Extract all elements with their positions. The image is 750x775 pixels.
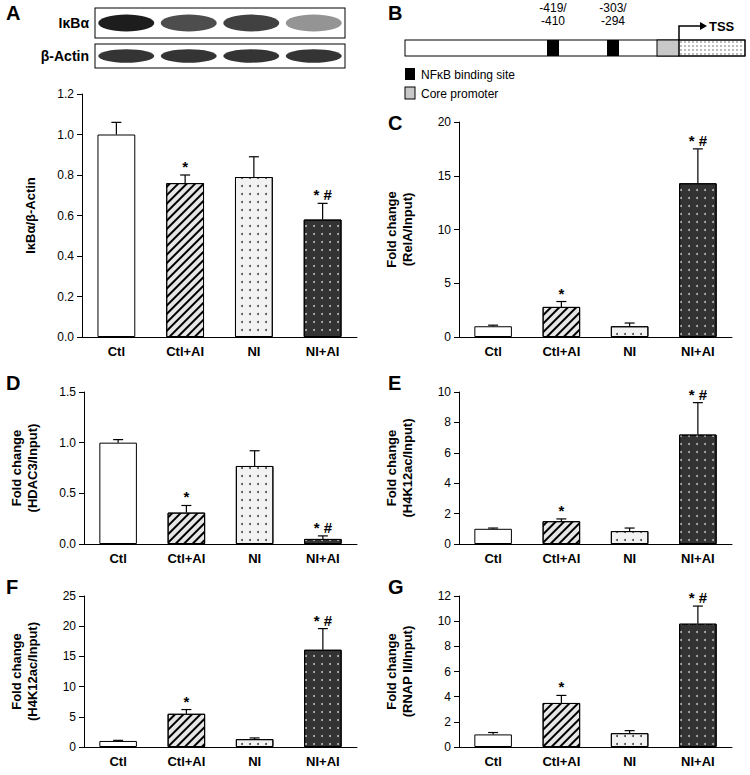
svg-text:Ctl: Ctl: [109, 754, 126, 769]
svg-text:NI: NI: [623, 551, 636, 566]
svg-text:Fold change: Fold change: [384, 191, 399, 268]
html-text:B: B: [388, 2, 403, 24]
svg-text:NI: NI: [248, 551, 261, 566]
svg-text:0: 0: [444, 537, 451, 551]
svg-text:5: 5: [69, 710, 76, 724]
svg-text:10: 10: [63, 680, 77, 694]
svg-text:Fold change: Fold change: [9, 633, 24, 710]
html-text:F: F: [6, 576, 19, 598]
svg-text:* #: * #: [314, 519, 333, 536]
svg-text:*: *: [558, 502, 564, 519]
svg-text:0.8: 0.8: [57, 168, 74, 182]
svg-text:* #: * #: [689, 386, 708, 403]
svg-text:6: 6: [444, 665, 451, 679]
svg-text:NI: NI: [623, 344, 636, 359]
svg-text:Fold change: Fold change: [9, 430, 24, 507]
svg-text:(H4K12ac/Input): (H4K12ac/Input): [25, 622, 40, 721]
svg-text:0.0: 0.0: [59, 537, 76, 551]
svg-text:NI+AI: NI+AI: [306, 344, 340, 359]
svg-text:NI: NI: [623, 754, 636, 769]
svg-text:10: 10: [438, 223, 452, 237]
svg-text:Ctl: Ctl: [484, 344, 501, 359]
svg-text:NI: NI: [248, 754, 261, 769]
svg-text:Ctl+AI: Ctl+AI: [166, 344, 204, 359]
svg-text:1.5: 1.5: [59, 385, 76, 399]
svg-text:*: *: [558, 285, 564, 302]
svg-text:Ctl: Ctl: [109, 551, 126, 566]
svg-text:* #: * #: [314, 612, 333, 629]
svg-text:0: 0: [444, 330, 451, 344]
svg-text:Ctl+AI: Ctl+AI: [542, 551, 580, 566]
svg-text:Ctl+AI: Ctl+AI: [542, 754, 580, 769]
svg-text:NFκB binding site: NFκB binding site: [421, 68, 515, 82]
svg-text:IκBα/β-Actin: IκBα/β-Actin: [23, 177, 38, 254]
svg-text:0: 0: [444, 740, 451, 754]
html-text:E: E: [388, 372, 402, 394]
svg-text:*: *: [183, 488, 189, 505]
svg-text:Ctl+AI: Ctl+AI: [542, 344, 580, 359]
svg-text:0.6: 0.6: [57, 209, 74, 223]
svg-text:NI+AI: NI+AI: [681, 344, 715, 359]
svg-text:0.5: 0.5: [59, 486, 76, 500]
svg-text:0.2: 0.2: [57, 290, 74, 304]
svg-text:Ctl: Ctl: [108, 344, 125, 359]
svg-text:NI+AI: NI+AI: [681, 551, 715, 566]
svg-text:4: 4: [444, 476, 451, 490]
svg-text:*: *: [183, 693, 189, 710]
svg-text:-410: -410: [541, 14, 565, 28]
svg-text:Core promoter: Core promoter: [421, 87, 498, 101]
svg-text:10: 10: [438, 385, 452, 399]
svg-text:6: 6: [444, 446, 451, 460]
svg-text:Ctl: Ctl: [484, 754, 501, 769]
svg-text:(HDAC3/Input): (HDAC3/Input): [25, 424, 40, 513]
svg-text:4: 4: [444, 690, 451, 704]
svg-text:* #: * #: [689, 132, 708, 149]
svg-text:-303/: -303/: [599, 1, 627, 15]
html-text:D: D: [6, 372, 21, 394]
svg-text:-419/: -419/: [539, 1, 567, 15]
svg-text:20: 20: [438, 115, 452, 129]
svg-text:* #: * #: [313, 186, 332, 203]
svg-text:(H4K12ac/Input): (H4K12ac/Input): [400, 419, 415, 518]
svg-text:(RelA/Input): (RelA/Input): [400, 193, 415, 267]
svg-text:5: 5: [444, 276, 451, 290]
html-text:C: C: [388, 112, 403, 134]
svg-text:12: 12: [438, 589, 452, 603]
svg-text:8: 8: [444, 639, 451, 653]
svg-text:8: 8: [444, 415, 451, 429]
svg-text:1.0: 1.0: [59, 436, 76, 450]
svg-text:β-Actin: β-Actin: [41, 48, 89, 64]
svg-text:Ctl: Ctl: [484, 551, 501, 566]
svg-text:1.0: 1.0: [57, 128, 74, 142]
svg-text:*: *: [182, 158, 188, 175]
svg-text:IκBα: IκBα: [59, 15, 90, 31]
svg-text:NI: NI: [247, 344, 260, 359]
svg-text:10: 10: [438, 614, 452, 628]
svg-text:NI+AI: NI+AI: [306, 754, 340, 769]
svg-text:NI+AI: NI+AI: [681, 754, 715, 769]
svg-text:TSS: TSS: [709, 19, 735, 34]
html-text:A: A: [6, 2, 21, 24]
svg-text:Ctl+AI: Ctl+AI: [167, 551, 205, 566]
svg-text:Fold change: Fold change: [384, 430, 399, 507]
svg-text:2: 2: [444, 715, 451, 729]
svg-text:0.0: 0.0: [57, 330, 74, 344]
svg-text:25: 25: [63, 589, 77, 603]
svg-text:20: 20: [63, 619, 77, 633]
svg-text:2: 2: [444, 507, 451, 521]
svg-text:1.2: 1.2: [57, 87, 74, 101]
svg-text:0.4: 0.4: [57, 249, 74, 263]
svg-text:15: 15: [63, 649, 77, 663]
svg-text:(RNAP II/Input): (RNAP II/Input): [400, 626, 415, 717]
svg-text:* #: * #: [689, 589, 708, 606]
svg-text:-294: -294: [601, 14, 625, 28]
svg-text:Ctl+AI: Ctl+AI: [167, 754, 205, 769]
html-text:G: G: [388, 576, 404, 598]
svg-text:Fold change: Fold change: [384, 633, 399, 710]
svg-text:15: 15: [438, 169, 452, 183]
svg-text:*: *: [558, 678, 564, 695]
svg-text:NI+AI: NI+AI: [306, 551, 340, 566]
svg-text:0: 0: [69, 740, 76, 754]
